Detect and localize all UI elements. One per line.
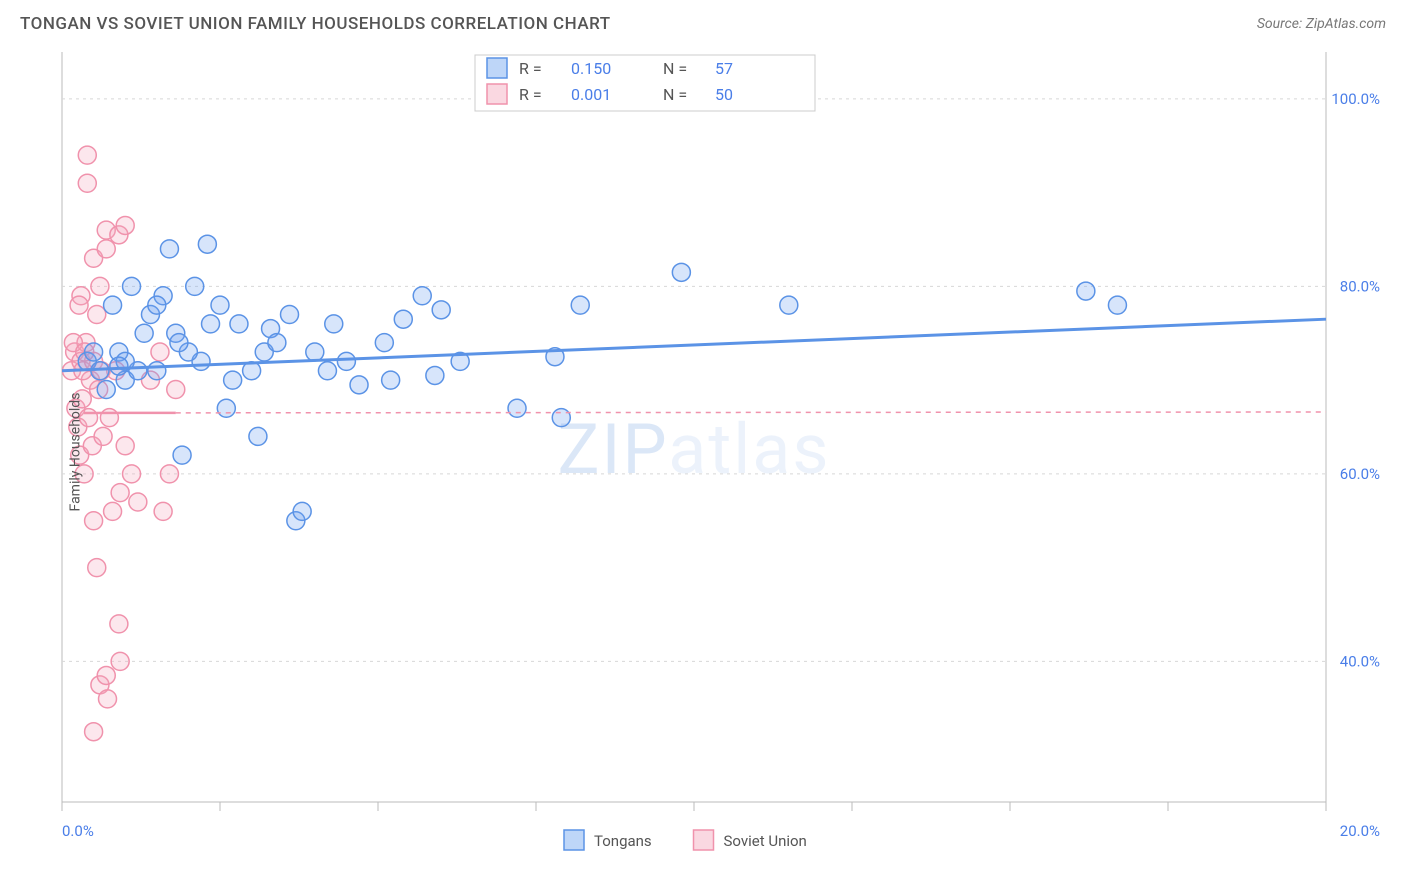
scatter-point bbox=[100, 409, 118, 427]
legend-swatch bbox=[487, 84, 507, 104]
scatter-point bbox=[426, 366, 444, 384]
scatter-point bbox=[268, 334, 286, 352]
scatter-point bbox=[413, 287, 431, 305]
scatter-point bbox=[552, 409, 570, 427]
legend-r-value: 0.150 bbox=[571, 59, 611, 78]
scatter-point bbox=[99, 690, 117, 708]
legend-n-value: 50 bbox=[715, 85, 733, 104]
scatter-point bbox=[672, 263, 690, 281]
scatter-point bbox=[148, 362, 166, 380]
scatter-point bbox=[224, 371, 242, 389]
legend-swatch bbox=[564, 830, 584, 850]
scatter-point bbox=[135, 324, 153, 342]
scatter-point bbox=[151, 343, 169, 361]
scatter-point bbox=[167, 381, 185, 399]
scatter-point bbox=[148, 296, 166, 314]
scatter-point bbox=[306, 343, 324, 361]
scatter-point bbox=[1108, 296, 1126, 314]
scatter-point bbox=[508, 399, 526, 417]
scatter-point bbox=[325, 315, 343, 333]
scatter-point bbox=[217, 399, 235, 417]
scatter-point bbox=[78, 174, 96, 192]
scatter-point bbox=[154, 502, 172, 520]
scatter-point bbox=[78, 146, 96, 164]
scatter-point bbox=[97, 666, 115, 684]
scatter-point bbox=[293, 502, 311, 520]
scatter-point bbox=[382, 371, 400, 389]
scatter-point bbox=[230, 315, 248, 333]
chart-source: Source: ZipAtlas.com bbox=[1257, 16, 1386, 32]
scatter-point bbox=[94, 427, 112, 445]
scatter-point bbox=[186, 277, 204, 295]
y-tick-label: 80.0% bbox=[1340, 277, 1380, 295]
scatter-point bbox=[394, 310, 412, 328]
legend-swatch bbox=[487, 58, 507, 78]
scatter-point bbox=[97, 240, 115, 258]
scatter-point bbox=[350, 376, 368, 394]
legend-r-label: R = bbox=[519, 59, 542, 78]
scatter-point bbox=[91, 277, 109, 295]
scatter-point bbox=[123, 277, 141, 295]
y-tick-label: 40.0% bbox=[1340, 652, 1380, 670]
scatter-point bbox=[211, 296, 229, 314]
scatter-point bbox=[160, 240, 178, 258]
chart-header: TONGAN VS SOVIET UNION FAMILY HOUSEHOLDS… bbox=[0, 0, 1406, 42]
chart-container: Family Households 40.0% 60.0% 80.0% 100.0% 0… bbox=[20, 42, 1386, 862]
x-tick-label: 0.0% bbox=[62, 822, 94, 840]
scatter-point bbox=[160, 465, 178, 483]
scatter-point bbox=[198, 235, 216, 253]
y-tick-label: 100.0% bbox=[1331, 90, 1380, 108]
y-axis-label: Family Households bbox=[67, 393, 83, 512]
scatter-point bbox=[104, 296, 122, 314]
scatter-point bbox=[104, 502, 122, 520]
x-tick-label: 20.0% bbox=[1340, 822, 1380, 840]
legend-series-label: Tongans bbox=[594, 832, 652, 850]
y-tick-label: 60.0% bbox=[1340, 465, 1380, 483]
scatter-point bbox=[70, 296, 88, 314]
scatter-point bbox=[85, 343, 103, 361]
scatter-point bbox=[110, 615, 128, 633]
scatter-point bbox=[88, 306, 106, 324]
correlation-scatter-chart: 40.0% 60.0% 80.0% 100.0% 0.0% 20.0% ZIPatlas R … bbox=[20, 42, 1386, 862]
scatter-point bbox=[170, 334, 188, 352]
legend-n-label: N = bbox=[663, 59, 687, 78]
scatter-point bbox=[116, 437, 134, 455]
scatter-point bbox=[780, 296, 798, 314]
scatter-point bbox=[249, 427, 267, 445]
scatter-point bbox=[129, 493, 147, 511]
scatter-point bbox=[97, 381, 115, 399]
legend-r-label: R = bbox=[519, 85, 542, 104]
scatter-point bbox=[1077, 282, 1095, 300]
scatter-point bbox=[432, 301, 450, 319]
legend-swatch bbox=[694, 830, 714, 850]
scatter-point bbox=[85, 723, 103, 741]
chart-title: TONGAN VS SOVIET UNION FAMILY HOUSEHOLDS… bbox=[20, 14, 611, 34]
scatter-point bbox=[116, 216, 134, 234]
legend-n-label: N = bbox=[663, 85, 687, 104]
scatter-point bbox=[111, 652, 129, 670]
scatter-point bbox=[281, 306, 299, 324]
watermark: ZIPatlas bbox=[558, 409, 831, 491]
scatter-point bbox=[337, 352, 355, 370]
scatter-point bbox=[173, 446, 191, 464]
scatter-point bbox=[110, 357, 128, 375]
scatter-point bbox=[111, 484, 129, 502]
scatter-point bbox=[375, 334, 393, 352]
scatter-point bbox=[88, 559, 106, 577]
legend-r-value: 0.001 bbox=[571, 85, 611, 104]
scatter-point bbox=[318, 362, 336, 380]
trend-line bbox=[62, 319, 1326, 371]
scatter-point bbox=[85, 512, 103, 530]
legend-series-label: Soviet Union bbox=[724, 832, 807, 850]
scatter-point bbox=[123, 465, 141, 483]
legend-n-value: 57 bbox=[715, 59, 733, 78]
scatter-point bbox=[202, 315, 220, 333]
scatter-point bbox=[571, 296, 589, 314]
